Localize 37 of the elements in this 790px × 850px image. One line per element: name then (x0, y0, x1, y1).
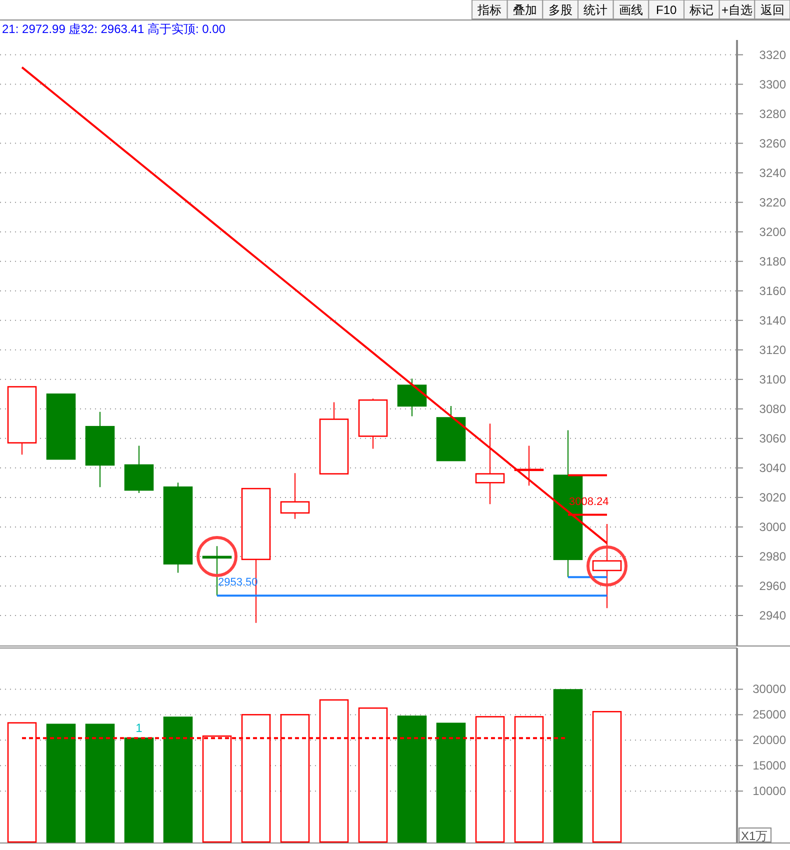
y-tick-label: 2940 (759, 608, 786, 622)
text: 21: 2972.99 虚32: 2963.41 高于实顶: 0.00 (2, 22, 226, 36)
y-tick-label: 30000 (752, 682, 786, 696)
y-tick-label: 25000 (752, 708, 786, 722)
text: 画线 (619, 3, 643, 17)
y-axis-title: X1万 (741, 829, 768, 843)
y-tick-label: 3320 (759, 48, 786, 62)
y-tick-label: 3160 (759, 284, 786, 298)
y-tick-label: 3140 (759, 313, 786, 328)
y-tick-label: 3200 (759, 224, 786, 239)
y-tick-label: 3060 (759, 431, 786, 446)
text: +自选 (721, 3, 753, 17)
y-tick-label: 3040 (759, 460, 786, 475)
y-tick-label: 3300 (759, 77, 786, 92)
y-tick-label: 3280 (759, 106, 786, 121)
y-tick-label: 3220 (759, 195, 786, 210)
y-tick-label: 3020 (759, 490, 786, 504)
text: 标记 (688, 3, 714, 17)
y-tick-label: 2980 (759, 549, 786, 564)
text: 返回 (760, 3, 784, 17)
y-tick-label: 3260 (759, 136, 786, 150)
text: F10 (656, 3, 677, 17)
y-tick-label: 2960 (759, 578, 786, 593)
y-tick-label: 10000 (752, 784, 786, 798)
y-tick-label: 3100 (759, 372, 786, 386)
y-tick-label: 3120 (759, 342, 786, 357)
text: 多股 (548, 3, 572, 17)
y-tick-label: 3080 (759, 402, 786, 416)
y-tick-label: 20000 (752, 733, 786, 748)
y-tick-label: 15000 (752, 758, 786, 773)
text: 指标 (476, 3, 502, 17)
y-tick-label: 3240 (759, 166, 786, 180)
annotation: 1 (136, 721, 143, 736)
y-tick-label: 3000 (759, 520, 786, 534)
text: 叠加 (513, 3, 537, 17)
text: 统计 (584, 3, 608, 17)
y-tick-label: 3180 (759, 254, 786, 268)
